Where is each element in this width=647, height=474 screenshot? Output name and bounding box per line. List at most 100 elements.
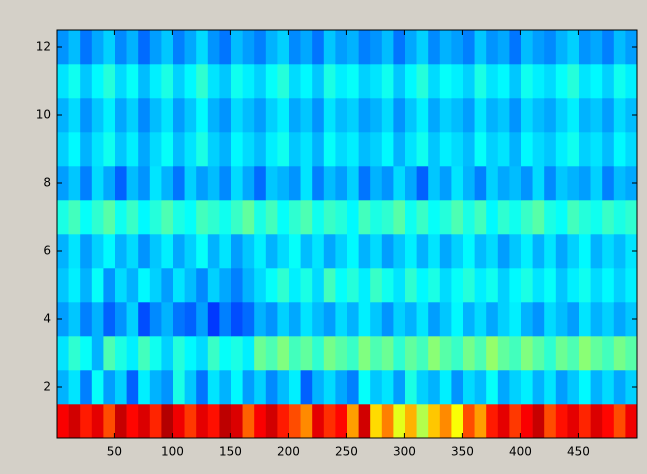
heatmap-cell <box>323 404 336 439</box>
x-tick-label: 450 <box>567 445 590 459</box>
heatmap-cell <box>312 30 325 65</box>
heatmap-cell <box>219 98 232 133</box>
heatmap-cell <box>405 234 417 269</box>
heatmap-cell <box>184 404 197 439</box>
x-tick-label: 100 <box>161 445 184 459</box>
heatmap-cell <box>80 234 93 269</box>
heatmap-cell <box>544 64 557 99</box>
heatmap-cell <box>405 370 417 405</box>
heatmap-cell <box>521 302 533 337</box>
heatmap-cell <box>277 336 290 371</box>
heatmap-cell <box>80 404 93 439</box>
heatmap-cell <box>289 234 301 269</box>
heatmap-cell <box>602 370 615 405</box>
heatmap-cell <box>126 370 139 405</box>
heatmap-cell <box>358 268 371 303</box>
heatmap-cell <box>405 64 417 99</box>
heatmap-cell <box>486 336 499 371</box>
heatmap-cell <box>428 370 441 405</box>
heatmap-cell <box>103 30 116 65</box>
heatmap-cell <box>416 336 429 371</box>
heatmap-cell <box>428 30 441 65</box>
heatmap-cell <box>555 98 568 133</box>
x-tick-label: 250 <box>335 445 358 459</box>
heatmap-cell <box>231 268 243 303</box>
heatmap-cell <box>544 370 557 405</box>
heatmap-cell <box>138 302 151 337</box>
heatmap-cell <box>370 30 383 65</box>
heatmap-cell <box>57 404 69 439</box>
x-tick-label: 200 <box>277 445 300 459</box>
heatmap-cell <box>161 370 174 405</box>
heatmap-cell <box>347 132 359 167</box>
heatmap-cell <box>625 302 638 337</box>
heatmap-cell <box>254 64 267 99</box>
heatmap-cell <box>91 234 104 269</box>
heatmap-cell <box>428 64 441 99</box>
heatmap-cell <box>347 98 359 133</box>
heatmap-cell <box>323 234 336 269</box>
heatmap-cell <box>335 302 348 337</box>
heatmap-cell <box>173 302 185 337</box>
heatmap-cell <box>219 200 232 235</box>
heatmap-cell <box>590 268 603 303</box>
heatmap-cell <box>173 30 185 65</box>
heatmap-cell <box>173 64 185 99</box>
heatmap-cell <box>265 336 278 371</box>
heatmap-cell <box>497 336 510 371</box>
heatmap-cell <box>613 30 626 65</box>
heatmap-cell <box>370 166 383 201</box>
heatmap-cell <box>347 166 359 201</box>
heatmap-cell <box>613 132 626 167</box>
heatmap-cell <box>347 268 359 303</box>
heatmap-cell <box>254 132 267 167</box>
heatmap-cell <box>184 370 197 405</box>
heatmap-cell <box>555 200 568 235</box>
heatmap-cell <box>277 234 290 269</box>
heatmap-cell <box>68 30 81 65</box>
heatmap-cell <box>602 336 615 371</box>
heatmap-cell <box>184 302 197 337</box>
heatmap-cell <box>149 336 162 371</box>
heatmap-cell <box>149 370 162 405</box>
heatmap-cell <box>405 336 417 371</box>
heatmap-cell <box>161 336 174 371</box>
heatmap-cell <box>428 302 441 337</box>
heatmap-cell <box>115 132 127 167</box>
heatmap-cell <box>497 302 510 337</box>
heatmap-cell <box>370 200 383 235</box>
heatmap-cell <box>370 268 383 303</box>
heatmap-cell <box>312 64 325 99</box>
heatmap-cell <box>486 64 499 99</box>
heatmap-cell <box>335 370 348 405</box>
heatmap-cell <box>57 30 69 65</box>
heatmap-cell <box>219 166 232 201</box>
heatmap-cell <box>91 336 104 371</box>
heatmap-cell <box>277 98 290 133</box>
heatmap-cell <box>613 98 626 133</box>
heatmap-cell <box>428 234 441 269</box>
heatmap-cell <box>265 64 278 99</box>
heatmap-cell <box>486 166 499 201</box>
heatmap-cell <box>126 302 139 337</box>
heatmap-cell <box>335 98 348 133</box>
heatmap-cell <box>254 404 267 439</box>
heatmap-cell <box>497 200 510 235</box>
heatmap-cell <box>277 64 290 99</box>
heatmap-cell <box>289 200 301 235</box>
heatmap-cell <box>323 302 336 337</box>
heatmap-cell <box>219 30 232 65</box>
heatmap-cell <box>567 302 580 337</box>
heatmap-cell <box>602 64 615 99</box>
heatmap-cell <box>80 370 93 405</box>
heatmap-cell <box>161 200 174 235</box>
heatmap-cell <box>521 64 533 99</box>
heatmap-cell <box>393 370 406 405</box>
heatmap-cell <box>625 268 638 303</box>
heatmap-cell <box>231 98 243 133</box>
heatmap-cell <box>393 302 406 337</box>
heatmap-cell <box>544 166 557 201</box>
heatmap-cell <box>300 302 313 337</box>
heatmap-cell <box>532 132 545 167</box>
heatmap-cell <box>602 132 615 167</box>
